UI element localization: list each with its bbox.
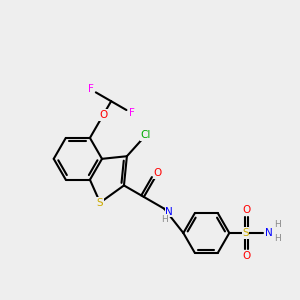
Text: S: S	[97, 198, 104, 208]
Text: N: N	[265, 228, 272, 238]
Text: S: S	[242, 228, 249, 238]
Text: F: F	[129, 108, 134, 118]
Text: H: H	[162, 215, 168, 224]
Text: H: H	[274, 220, 281, 229]
Text: H: H	[274, 234, 281, 243]
Text: O: O	[243, 251, 251, 261]
Text: O: O	[243, 205, 251, 215]
Text: N: N	[166, 207, 173, 217]
Text: Cl: Cl	[141, 130, 151, 140]
Text: O: O	[99, 110, 107, 120]
Text: O: O	[153, 169, 161, 178]
Text: F: F	[88, 84, 94, 94]
